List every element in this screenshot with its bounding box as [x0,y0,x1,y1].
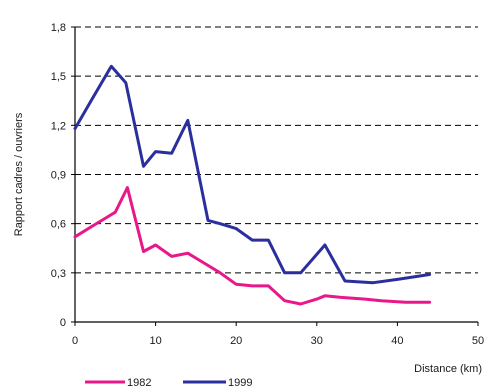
series-line-1982 [73,186,432,306]
x-tick-label: 0 [72,335,78,347]
legend-label-1982: 1982 [127,377,151,389]
y-tick-label: 0,3 [51,268,66,280]
y-tick-label: 0,9 [51,170,66,182]
y-tick-label: 1,8 [51,22,66,34]
y-tick-label: 0,6 [51,219,66,231]
legend-label-1999: 1999 [228,377,252,389]
gridlines [75,26,478,274]
axes [71,26,479,326]
x-tick-label: 50 [472,335,484,347]
series-line-1999 [73,64,432,285]
legend: 1982 1999 [85,377,252,389]
x-tick-label: 40 [391,335,403,347]
tick-labels: 0 0,3 0,6 0,9 1,2 1,5 1,8 0 10 20 30 40 50 [51,22,484,347]
series-lines [73,64,432,306]
y-tick-label: 1,5 [51,71,66,83]
x-tick-label: 10 [149,335,161,347]
y-axis-label: Rapport cadres / ouvriers [13,112,25,236]
x-axis-label: Distance (km) [414,363,482,375]
x-tick-label: 30 [311,335,323,347]
y-tick-label: 0 [60,317,66,329]
y-tick-label: 1,2 [51,120,66,132]
x-tick-label: 20 [230,335,242,347]
